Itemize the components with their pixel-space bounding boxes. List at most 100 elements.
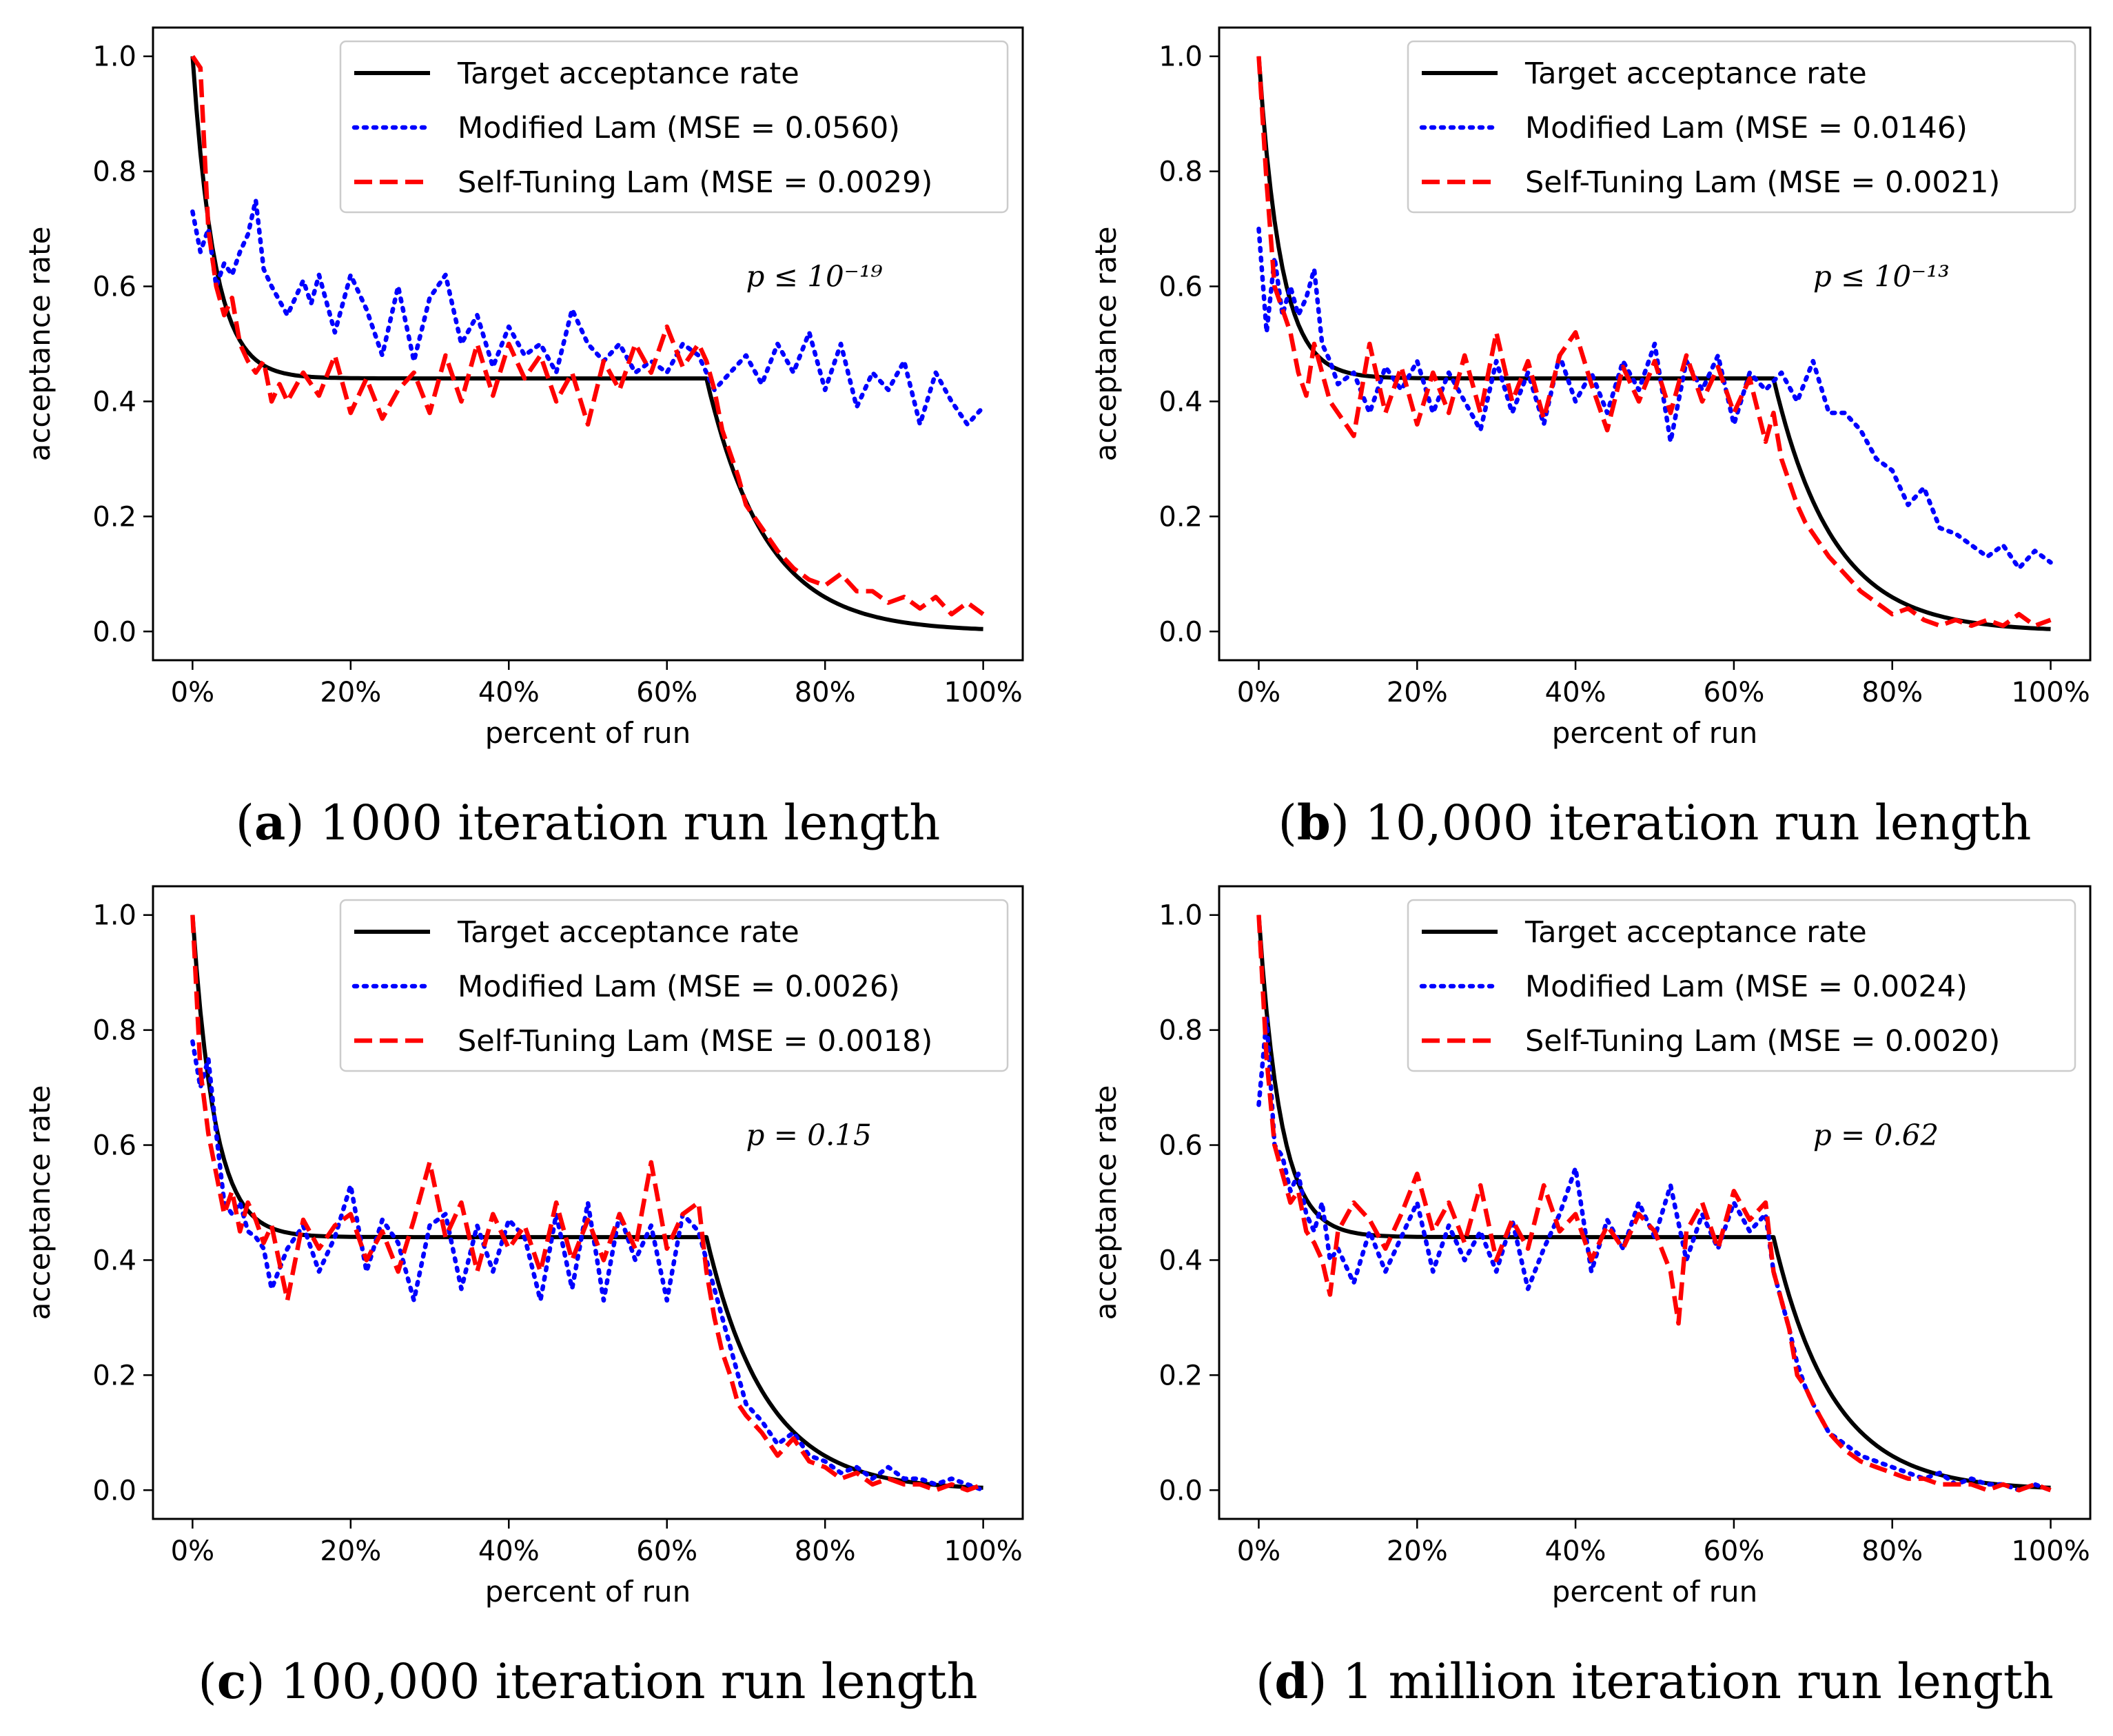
x-axis-label: percent of run bbox=[1552, 716, 1758, 750]
self-tuning-lam-line bbox=[190, 54, 985, 617]
p-value-annotation: p = 0.62 bbox=[1813, 1119, 1939, 1152]
x-tick-label: 60% bbox=[636, 1535, 697, 1567]
x-tick-label: 100% bbox=[2011, 1535, 2090, 1567]
y-tick-label: 0.8 bbox=[1158, 156, 1203, 188]
caption-text: 1000 iteration run length bbox=[320, 795, 940, 851]
legend-label: Target acceptance rate bbox=[457, 915, 799, 950]
legend-label: Self-Tuning Lam (MSE = 0.0021) bbox=[1525, 165, 2000, 200]
y-tick-label: 0.2 bbox=[1158, 501, 1203, 533]
y-tick-label: 0.4 bbox=[1158, 386, 1203, 418]
legend: Target acceptance rate Modified Lam (MSE … bbox=[1407, 899, 2076, 1072]
legend-label: Self-Tuning Lam (MSE = 0.0018) bbox=[458, 1024, 932, 1059]
p-value-annotation: p = 0.15 bbox=[746, 1119, 871, 1152]
modified-lam-line bbox=[1256, 1016, 2053, 1493]
x-tick-label: 60% bbox=[636, 677, 697, 708]
x-tick-label: 40% bbox=[1545, 1535, 1606, 1567]
series-lines bbox=[1256, 56, 2053, 631]
series-lines bbox=[190, 54, 986, 631]
modified-lam-line bbox=[190, 1039, 986, 1493]
legend-label: Modified Lam (MSE = 0.0024) bbox=[1525, 970, 1968, 1004]
caption-text: 10,000 iteration run length bbox=[1365, 795, 2031, 851]
y-tick-label: 0.6 bbox=[92, 272, 136, 303]
panel-a: 0% 20% 40% 60% 80% 100% 0.0 0.2 0.4 0.6 0.8 1.0 perc… bbox=[23, 26, 1024, 851]
series-lines bbox=[1256, 915, 2053, 1493]
legend-label: Target acceptance rate bbox=[457, 57, 799, 91]
x-tick-label: 80% bbox=[795, 677, 856, 708]
caption-text: 1 million iteration run length bbox=[1343, 1653, 2054, 1710]
legend: Target acceptance rate Modified Lam (MSE … bbox=[339, 40, 1009, 214]
plot-frame bbox=[1218, 885, 2092, 1520]
x-tick-label: 80% bbox=[795, 1535, 856, 1567]
legend-label: Self-Tuning Lam (MSE = 0.0020) bbox=[1525, 1024, 2000, 1059]
legend-box bbox=[339, 40, 1009, 214]
x-tick-label: 0% bbox=[1237, 1535, 1280, 1567]
x-tick-label: 60% bbox=[1703, 1535, 1764, 1567]
x-tick-label: 100% bbox=[943, 677, 1022, 708]
target-line bbox=[190, 56, 983, 631]
y-tick-label: 1.0 bbox=[1158, 41, 1203, 73]
plot-frame bbox=[152, 885, 1024, 1520]
x-tick-label: 80% bbox=[1861, 1535, 1923, 1567]
y-tick-label: 0.2 bbox=[92, 1360, 136, 1391]
panel-caption: (c) 100,000 iteration run length bbox=[198, 1653, 977, 1710]
y-axis-label: acceptance rate bbox=[1089, 227, 1123, 462]
legend-label: Modified Lam (MSE = 0.0146) bbox=[1525, 111, 1968, 145]
x-tick-label: 40% bbox=[478, 1535, 540, 1567]
x-tick-label: 40% bbox=[1545, 677, 1606, 708]
plot-frame bbox=[152, 26, 1024, 662]
legend-box bbox=[1407, 40, 2076, 214]
x-tick-label: 100% bbox=[943, 1535, 1022, 1567]
series-lines bbox=[190, 915, 986, 1493]
x-tick-label: 0% bbox=[171, 1535, 214, 1567]
y-tick-label: 0.6 bbox=[1158, 272, 1203, 303]
caption-letter: d bbox=[1274, 1653, 1308, 1710]
x-axis-label: percent of run bbox=[485, 716, 691, 750]
x-tick-label: 100% bbox=[2011, 677, 2090, 708]
x-tick-label: 20% bbox=[1387, 677, 1448, 708]
x-axis-label: percent of run bbox=[1552, 1575, 1758, 1609]
modified-lam-line bbox=[1256, 226, 2053, 571]
self-tuning-lam-line bbox=[190, 915, 984, 1493]
legend-label: Modified Lam (MSE = 0.0026) bbox=[458, 970, 900, 1004]
p-value-annotation: p ≤ 10⁻¹⁹ bbox=[746, 260, 882, 294]
y-axis-label: acceptance rate bbox=[23, 227, 57, 462]
y-axis-label: acceptance rate bbox=[1089, 1085, 1123, 1320]
y-tick-label: 0.0 bbox=[92, 1475, 136, 1507]
legend: Target acceptance rate Modified Lam (MSE … bbox=[1407, 40, 2076, 214]
panel-caption: (b) 10,000 iteration run length bbox=[1278, 794, 2032, 851]
y-tick-label: 0.6 bbox=[92, 1130, 136, 1162]
y-tick-label: 0.0 bbox=[92, 616, 136, 648]
x-tick-label: 20% bbox=[1387, 1535, 1448, 1567]
y-tick-label: 0.4 bbox=[92, 386, 136, 418]
y-tick-label: 1.0 bbox=[1158, 900, 1203, 932]
y-tick-label: 1.0 bbox=[92, 41, 136, 73]
legend: Target acceptance rate Modified Lam (MSE … bbox=[339, 899, 1009, 1072]
panel-d: 0% 20% 40% 60% 80% 100% 0.0 0.2 0.4 0.6 0.8 1.0 perc… bbox=[1089, 885, 2092, 1710]
panel-c: 0% 20% 40% 60% 80% 100% 0.0 0.2 0.4 0.6 0.8 1.0 perc… bbox=[23, 885, 1024, 1710]
x-tick-label: 60% bbox=[1703, 677, 1764, 708]
panel-caption: (a) 1000 iteration run length bbox=[236, 794, 941, 851]
legend-label: Target acceptance rate bbox=[1524, 915, 1867, 950]
panel-caption: (d) 1 million iteration run length bbox=[1256, 1653, 2054, 1710]
y-tick-label: 0.8 bbox=[1158, 1015, 1203, 1047]
self-tuning-lam-line bbox=[1256, 56, 2052, 629]
legend-label: Modified Lam (MSE = 0.0560) bbox=[458, 111, 900, 145]
legend-box bbox=[339, 899, 1009, 1072]
x-tick-label: 0% bbox=[171, 677, 214, 708]
x-axis-label: percent of run bbox=[485, 1575, 691, 1609]
legend-box bbox=[1407, 899, 2076, 1072]
y-tick-label: 0.0 bbox=[1158, 616, 1203, 648]
x-tick-label: 40% bbox=[478, 677, 540, 708]
plot-frame bbox=[1218, 26, 2092, 662]
caption-letter: c bbox=[217, 1653, 247, 1710]
x-tick-label: 20% bbox=[320, 677, 381, 708]
legend-label: Target acceptance rate bbox=[1524, 57, 1867, 91]
legend-label: Self-Tuning Lam (MSE = 0.0029) bbox=[458, 165, 932, 200]
modified-lam-line bbox=[190, 198, 986, 427]
caption-text: 100,000 iteration run length bbox=[280, 1653, 978, 1710]
y-axis-label: acceptance rate bbox=[23, 1085, 57, 1320]
y-tick-label: 1.0 bbox=[92, 900, 136, 932]
y-tick-label: 0.6 bbox=[1158, 1130, 1203, 1162]
y-tick-label: 0.4 bbox=[1158, 1245, 1203, 1276]
